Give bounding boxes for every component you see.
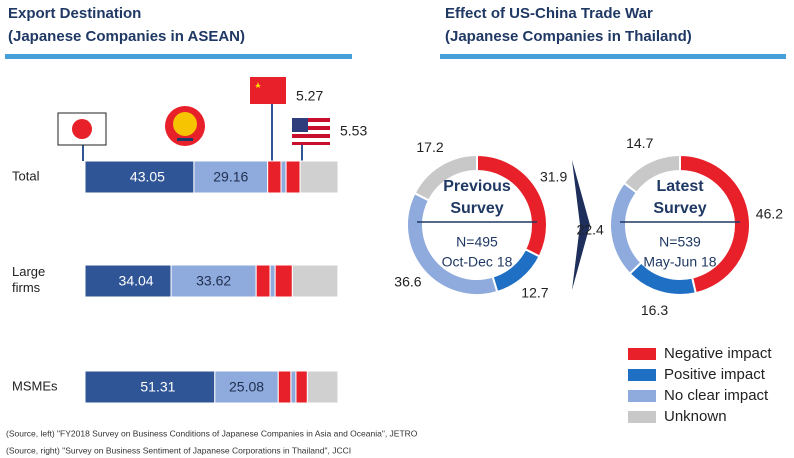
japan-flag [57,112,107,161]
source-note: (Source, right) "Survey on Business Sent… [6,445,351,455]
source-note: (Source, left) "FY2018 Survey on Busines… [6,428,418,438]
asean-emblem [165,106,205,146]
data-label: 33.62 [196,273,231,289]
arrow [572,160,590,290]
donut-segment [413,153,478,202]
data-label: 29.16 [213,169,248,185]
center-note: N=495 [456,234,498,250]
center-title: Survey [653,200,706,217]
data-label: 5.53 [340,123,367,139]
bar-segment [306,370,339,404]
bar-segment [269,264,276,298]
data-label: 31.9 [540,168,567,184]
data-label: 22.4 [577,221,604,237]
data-label: 12.7 [521,285,548,301]
center-title: Latest [656,178,704,195]
legend-label: Positive impact [664,366,766,383]
data-label: 25.08 [229,379,264,395]
data-label: 43.05 [130,169,165,185]
category-label: MSMEs [12,378,58,393]
data-label: 34.04 [119,273,154,289]
legend-label: No clear impact [664,387,769,404]
bar-segment [170,264,257,298]
donut-segment [679,153,751,295]
data-label: 36.6 [394,273,421,289]
bar-segment [84,370,216,404]
center-title: Survey [450,200,503,217]
center-note: N=539 [659,234,701,250]
center-title: Previous [443,178,511,195]
center-note: May-Jun 18 [643,254,716,270]
legend-swatch [628,369,656,381]
china-flag [250,77,286,161]
legend-swatch [628,348,656,360]
bar-segment [285,160,301,194]
donut-segment [609,181,643,276]
left-subtitle: (Japanese Companies in ASEAN) [8,28,245,45]
donut-segment [622,153,681,195]
category-label: Total [12,168,40,183]
legend-label: Negative impact [664,345,772,362]
left-title: Export Destination [8,5,141,22]
bar-segment [84,264,172,298]
data-label: 51.31 [140,379,175,395]
data-label: 14.7 [626,135,653,151]
bar-segment [295,370,308,404]
bar-segment [280,160,287,194]
data-label: 16.3 [641,302,668,318]
legend-swatch [628,411,656,423]
bar-segment [290,370,297,404]
right-subtitle: (Japanese Companies in Thailand) [445,28,692,45]
bar-segment [193,160,269,194]
legend-label: Unknown [664,408,727,425]
title-rule [440,54,786,59]
title-rule [5,54,352,59]
center-note: Oct-Dec 18 [442,254,513,270]
data-label: 46.2 [756,206,783,222]
bar-segment [277,370,292,404]
data-label: 17.2 [416,139,443,155]
bar-segment [299,160,339,194]
bar-segment [267,160,282,194]
bar-segment [291,264,339,298]
legend-swatch [628,390,656,402]
right-title: Effect of US-China Trade War [445,5,653,22]
us-flag [292,118,330,161]
bar-segment [255,264,271,298]
data-label: 5.27 [296,88,323,104]
category-label: Large firms [12,264,45,295]
bar-segment [214,370,279,404]
bar-segment [274,264,293,298]
